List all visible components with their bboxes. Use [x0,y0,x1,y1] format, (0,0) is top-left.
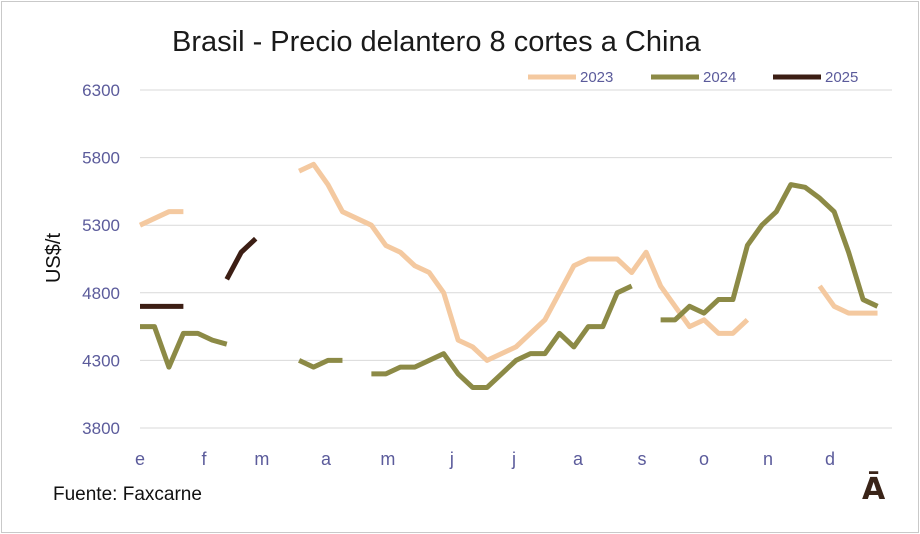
x-tick-label-0: e [135,449,145,469]
x-tick-label-4: m [380,449,395,469]
series-2024 [140,182,879,390]
series-2025-segment-1 [224,236,258,281]
y-tick-label-6300: 6300 [82,81,120,100]
legend-label-2025: 2025 [825,69,858,86]
series-2024-segment-2 [371,283,633,390]
x-tick-label-3: a [321,449,332,469]
x-tick-label-2: m [254,449,269,469]
series-2023 [138,161,878,363]
y-tick-label-3800: 3800 [82,419,120,438]
x-tick-label-7: a [573,449,584,469]
series-lines [138,161,879,390]
x-tick-label-8: s [637,449,646,469]
y-tick-label-4800: 4800 [82,284,120,303]
series-2023-segment-2 [817,284,878,316]
series-2024-segment-1 [298,357,343,370]
legend: 2023 2024 2025 [528,69,858,86]
grid-lines [140,89,892,429]
legend-label-2024: 2024 [703,69,736,86]
source-note: Fuente: Faxcarne [53,484,202,505]
x-tick-label-11: d [825,449,835,469]
x-tick-label-5: j [449,449,454,469]
y-tick-label-4300: 4300 [82,351,120,370]
x-tick-label-6: j [511,449,516,469]
series-2024-segment-0 [140,324,228,370]
chart-title: Brasil - Precio delantero 8 cortes a Chi… [172,26,701,58]
y-tick-label-5300: 5300 [82,216,120,235]
series-2024-segment-3 [660,182,879,323]
y-tick-label-5800: 5800 [82,149,120,168]
y-axis-label: US$/t [43,233,65,283]
series-2023-segment-1 [298,161,750,363]
brand-logo: Ā [862,472,886,507]
series-2023-segment-0 [138,209,184,228]
x-tick-label-9: o [699,449,709,469]
legend-label-2023: 2023 [580,69,613,86]
series-2025 [140,236,258,309]
x-tick-label-1: f [202,449,208,469]
y-axis-ticks: 3800 4300 4800 5300 5800 6300 [82,81,120,438]
x-tick-label-10: n [763,449,773,469]
